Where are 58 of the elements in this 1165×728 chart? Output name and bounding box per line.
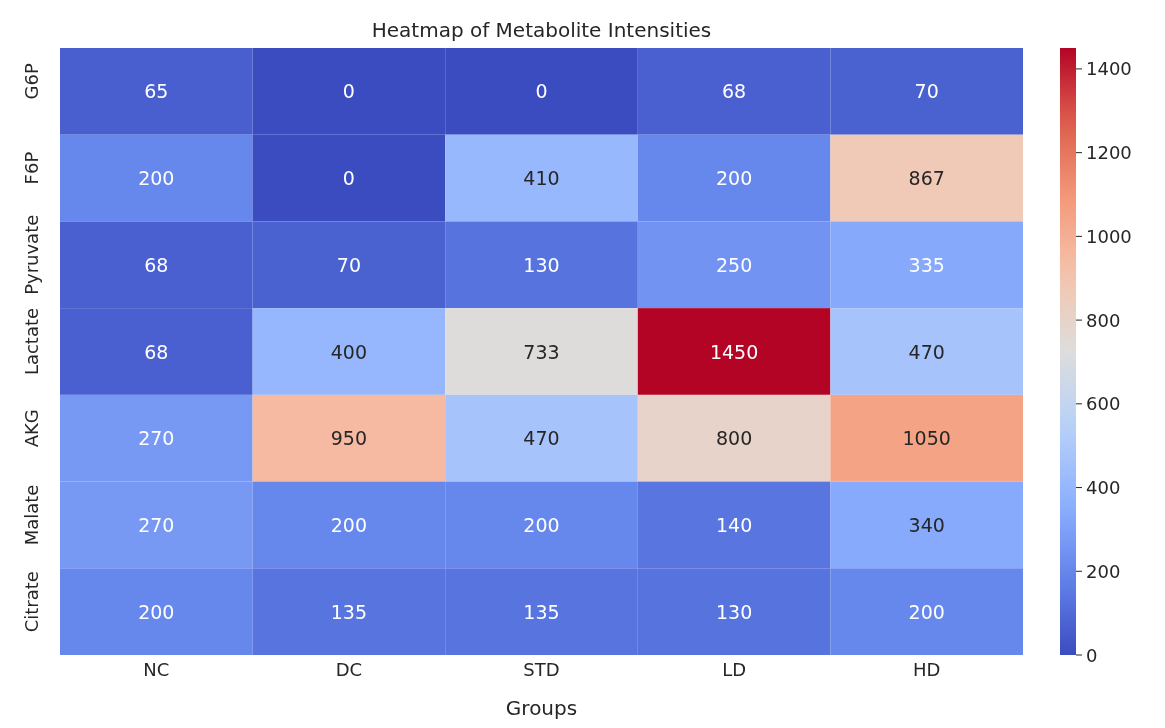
data-label: 470 (523, 427, 560, 450)
color-bar-label: 1400 (1086, 58, 1132, 80)
data-label: 200 (138, 167, 175, 190)
data-label: 140 (715, 513, 753, 536)
data-label: 200 (715, 167, 753, 190)
data-label: 68 (144, 253, 169, 276)
data-label: 68 (144, 340, 169, 363)
x-tick-label: NC (143, 658, 170, 680)
chart-title: Heatmap of Metabolite Intensities (370, 18, 713, 42)
y-tick-label: F6P (21, 151, 42, 185)
data-label: 200 (330, 513, 368, 536)
x-tick-label: STD (523, 658, 560, 680)
data-label: 335 (908, 253, 945, 276)
data-label: 270 (138, 513, 175, 536)
x-tick-label: HD (913, 658, 941, 680)
x-tick-label: LD (722, 658, 747, 680)
data-label: 1050 (902, 427, 951, 450)
y-tick-label: G6P (21, 63, 42, 100)
y-tick-label: Lactate (21, 307, 42, 376)
data-label: 0 (342, 80, 355, 103)
data-label: 130 (715, 600, 753, 623)
x-axis-title: Groups (505, 696, 578, 720)
color-bar-label: 1200 (1086, 142, 1132, 164)
data-label: 0 (535, 80, 548, 103)
colorbar: 0 200 400 600 800 1000 1200 1400 (1038, 8, 1148, 720)
color-bar-label: 400 (1086, 477, 1121, 499)
data-label: 68 (722, 80, 747, 103)
data-label: 950 (330, 427, 368, 450)
data-label: 800 (715, 427, 753, 450)
y-tick-label: Pyruvate (21, 214, 42, 295)
data-label: 200 (908, 600, 945, 623)
data-label: 70 (336, 253, 361, 276)
data-label: 410 (523, 167, 560, 190)
x-tick-label: DC (335, 658, 363, 680)
data-label: 270 (138, 427, 175, 450)
data-label: 400 (330, 340, 368, 363)
data-label: 200 (523, 513, 560, 536)
data-label: 130 (523, 253, 560, 276)
y-tick-label: Citrate (21, 571, 42, 633)
data-label: 470 (908, 340, 945, 363)
color-bar-label: 200 (1086, 560, 1121, 582)
color-bar-label: 0 (1086, 644, 1098, 666)
data-label: 135 (330, 600, 368, 623)
data-label: 1450 (709, 340, 759, 363)
color-bar-label: 600 (1086, 393, 1121, 415)
data-label: 340 (908, 513, 945, 536)
y-tick-label: Malate (21, 484, 42, 546)
data-label: 867 (908, 167, 945, 190)
data-label: 135 (523, 600, 560, 623)
data-label: 200 (138, 600, 175, 623)
color-bar-label: 800 (1086, 309, 1121, 331)
y-tick-label: AKG (21, 409, 42, 448)
color-bar-label: 1000 (1086, 225, 1132, 247)
data-label: 65 (144, 80, 169, 103)
data-label: 70 (914, 80, 939, 103)
data-label: 0 (342, 167, 355, 190)
data-label: 733 (523, 340, 560, 363)
data-label: 250 (715, 253, 753, 276)
